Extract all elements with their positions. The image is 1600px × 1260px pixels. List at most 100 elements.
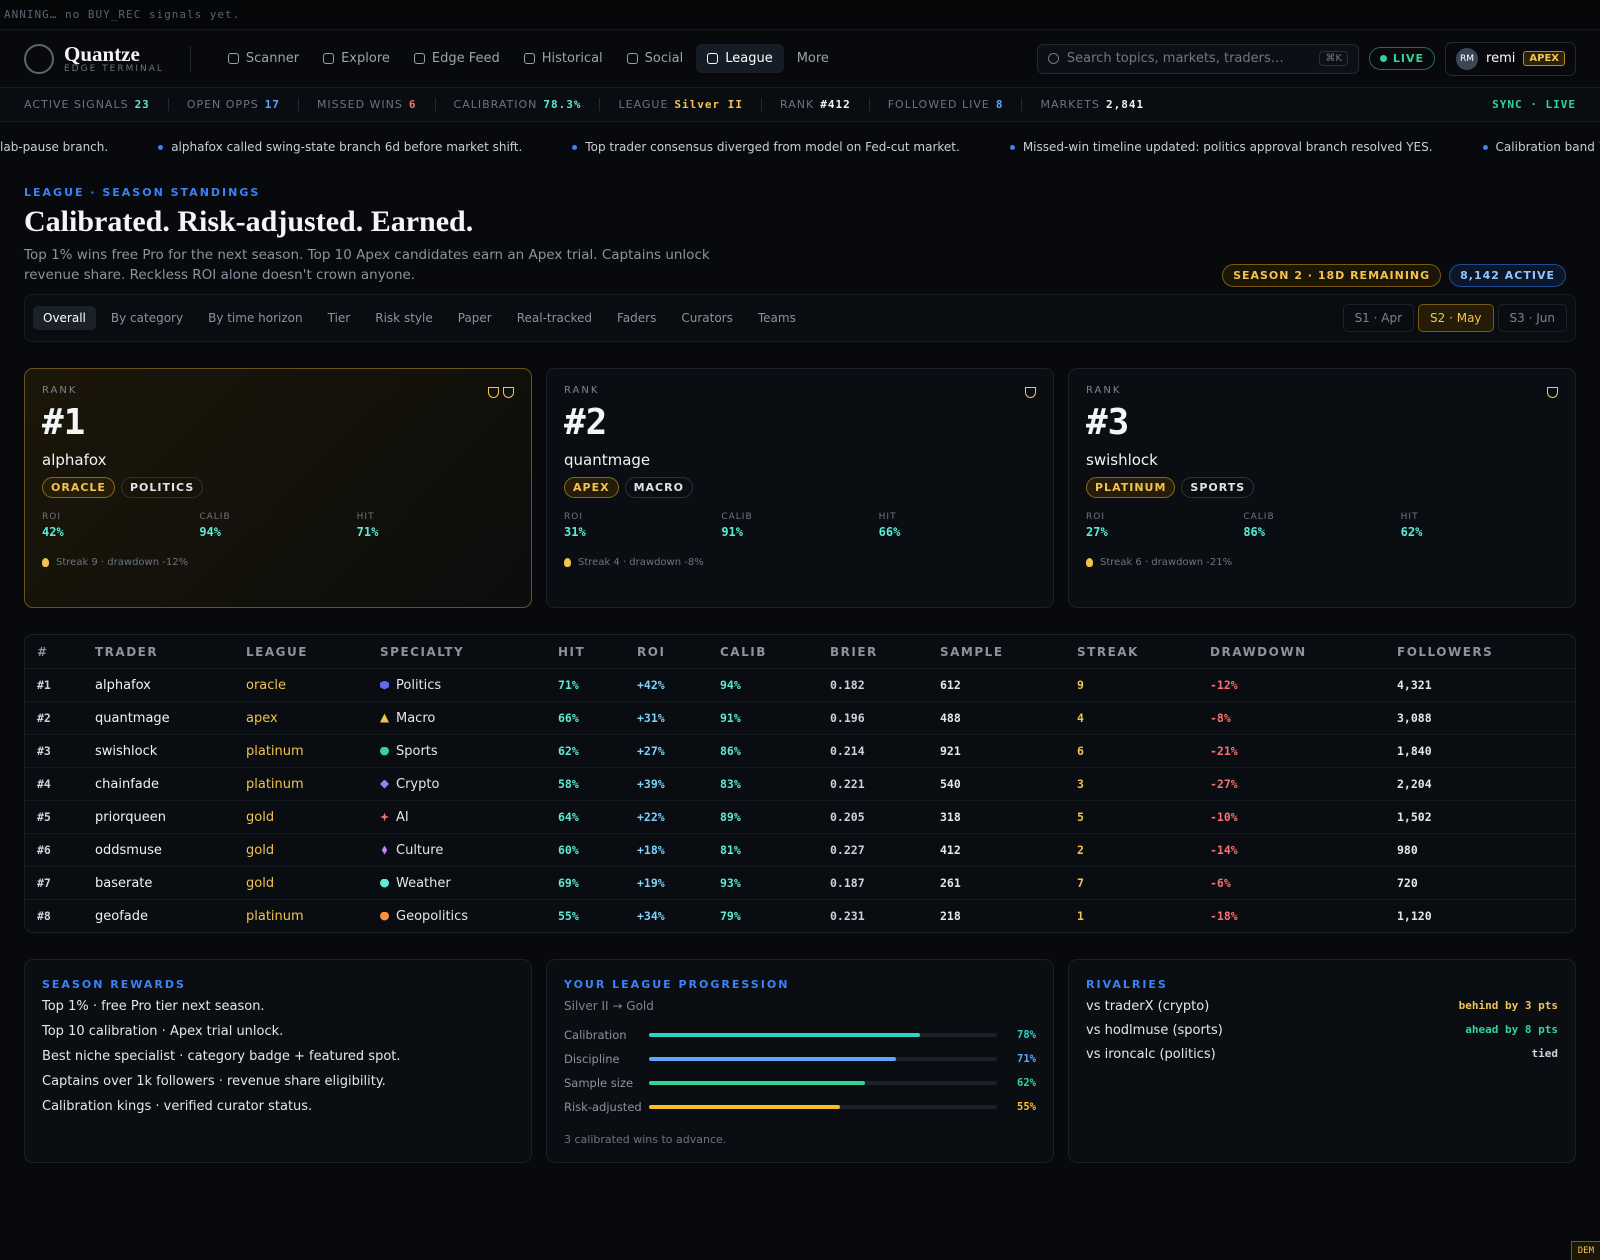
column-header: LEAGUE [246, 644, 308, 659]
standings-table: # TRADER LEAGUE SPECIALTY HIT ROI CALIB BRIER SA… [24, 634, 1576, 933]
stat-label: ACTIVE SIGNALS [24, 98, 129, 111]
rank-label: RANK [564, 385, 600, 396]
reward-item: Top 10 calibration · Apex trial unlock. [42, 1024, 284, 1039]
progress-fill [649, 1081, 865, 1085]
tab[interactable]: Risk style [375, 311, 433, 325]
nav-item[interactable]: Historical [513, 44, 614, 73]
cell: +42% [637, 678, 665, 692]
table-row[interactable]: #8 geofade platinum Geopolitics 55% +34% 79% 0.… [25, 899, 1575, 932]
stat-value: 86% [1243, 525, 1266, 539]
nav-item[interactable]: Social [616, 44, 695, 73]
specialty-cell: Sports [380, 744, 558, 759]
cell: -12% [1210, 678, 1238, 692]
specialty-icon [380, 779, 389, 789]
stat-value: 23 [134, 98, 150, 111]
cell: 83% [720, 777, 741, 791]
panel-title: RIVALRIES [1086, 978, 1168, 991]
nav-bar: Quantze EDGE TERMINAL Scanner Explore Edge … [0, 30, 1600, 88]
stat: CALIBRATION 78.3% [454, 98, 601, 111]
progress-row: Risk-adjusted 55% [564, 1095, 1036, 1119]
cell: 921 [940, 744, 961, 758]
nav-item[interactable]: Scanner [217, 44, 310, 73]
nav-label: Edge Feed [431, 51, 500, 66]
tab[interactable]: Teams [757, 311, 796, 325]
tab[interactable]: Curators [681, 311, 733, 325]
tab[interactable]: By category [110, 311, 184, 325]
search-box[interactable]: Search topics, markets, traders… ⌘K [1036, 43, 1359, 74]
specialty-cell: Politics [380, 678, 558, 693]
nav-icon [626, 53, 638, 64]
nav-item[interactable]: More [786, 44, 840, 73]
cell: quantmage [95, 710, 170, 726]
tab[interactable]: Real-tracked [516, 311, 593, 325]
nav-item[interactable]: Explore [312, 44, 401, 73]
cell: 2 [1077, 843, 1084, 857]
column-header: FOLLOWERS [1397, 644, 1494, 659]
cell: chainfade [95, 776, 159, 792]
table-row[interactable]: #6 oddsmuse gold Culture 60% +18% 81% 0.227 412 2… [25, 833, 1575, 866]
reward-item: Best niche specialist · category badge +… [42, 1049, 401, 1064]
season-switch: S1 · Apr S2 · May S3 · Jun [1342, 304, 1567, 332]
podium: RANK #1 alphafox ORACLE POLITICS ROI 42% CALIB 9… [24, 368, 1576, 608]
badge: PLATINUM [1086, 477, 1176, 498]
specialty-icon [380, 878, 389, 888]
reward-item: Top 1% · free Pro tier next season. [42, 999, 265, 1014]
reward-item: Captains over 1k followers · revenue sha… [42, 1074, 386, 1089]
nav-label: Social [644, 51, 684, 66]
stat-label: CALIB [199, 512, 231, 522]
user-menu[interactable]: RM remi APEX [1445, 41, 1576, 76]
rival-status: behind by 3 pts [1458, 999, 1558, 1012]
table-row[interactable]: #7 baserate gold Weather 69% +19% 93% 0.187 261 7… [25, 866, 1575, 899]
ticker: lab-pause branch. alphafox called swing-s… [0, 130, 1600, 164]
tab[interactable]: Faders [617, 311, 657, 325]
status-strip: ANNING… no BUY_REC signals yet. [0, 0, 1600, 30]
nav-label: League [725, 51, 773, 66]
progress-label: Sample size [564, 1076, 634, 1090]
cell: +27% [637, 744, 665, 758]
progress-value: 78% [1017, 1029, 1036, 1041]
nav-icon [227, 53, 239, 64]
trophy-icons [488, 387, 514, 398]
cell: #1 [37, 678, 51, 692]
cell: swishlock [95, 743, 158, 759]
season-tab[interactable]: S2 · May [1418, 304, 1494, 332]
rival-name: vs traderX (crypto) [1086, 999, 1210, 1014]
description: Top 1% wins free Pro for the next season… [24, 247, 710, 283]
table-row[interactable]: #5 priorqueen gold AI 64% +22% 89% 0.205 318 5 -10… [25, 800, 1575, 833]
table-row[interactable]: #3 swishlock platinum Sports 62% +27% 86% 0.214… [25, 734, 1575, 767]
live-text: LIVE [1392, 52, 1425, 65]
badge: APEX [564, 477, 619, 498]
table-row[interactable]: #1 alphafox oracle Politics 71% +42% 94% 0.182 6… [25, 668, 1575, 701]
progress-value: 62% [1017, 1077, 1036, 1089]
tab[interactable]: Paper [457, 311, 492, 325]
table-row[interactable]: #2 quantmage apex Macro 66% +31% 91% 0.196 488 4 -… [25, 701, 1575, 734]
rival-name: vs ironcalc (politics) [1086, 1047, 1216, 1062]
progress-value: 55% [1017, 1101, 1036, 1113]
season-tab[interactable]: S3 · Jun [1497, 304, 1567, 332]
cell: 91% [720, 711, 741, 725]
stat-label: MARKETS [1040, 98, 1101, 111]
badge: SPORTS [1181, 477, 1255, 498]
cell: -10% [1210, 810, 1238, 824]
card-stat: ROI 31% [564, 512, 721, 539]
cell: priorqueen [95, 809, 167, 825]
table-header: # TRADER LEAGUE SPECIALTY HIT ROI CALIB BRIER SA… [25, 635, 1575, 668]
cell: 0.182 [830, 678, 865, 692]
progress-row: Sample size 62% [564, 1071, 1036, 1095]
tab[interactable]: Tier [327, 311, 351, 325]
cell: 86% [720, 744, 741, 758]
cell: 2,204 [1397, 777, 1432, 791]
card-stat: ROI 42% [42, 512, 199, 539]
cell: 81% [720, 843, 741, 857]
cell: 89% [720, 810, 741, 824]
header-badges: SEASON 2 · 18D REMAINING 8,142 ACTIVE [1222, 264, 1566, 287]
nav-item[interactable]: Edge Feed [403, 44, 511, 73]
podium-card: RANK #2 quantmage APEX MACRO ROI 31% CALIB 91% HI… [546, 368, 1054, 608]
tab[interactable]: By time horizon [208, 311, 303, 325]
nav-item[interactable]: League [696, 44, 784, 73]
tab[interactable]: Overall [33, 306, 96, 330]
table-row[interactable]: #4 chainfade platinum Crypto 58% +39% 83% 0.221… [25, 767, 1575, 800]
specialty: Sports [396, 743, 438, 759]
season-tab[interactable]: S1 · Apr [1342, 304, 1415, 332]
card-stat: CALIB 86% [1243, 512, 1400, 539]
